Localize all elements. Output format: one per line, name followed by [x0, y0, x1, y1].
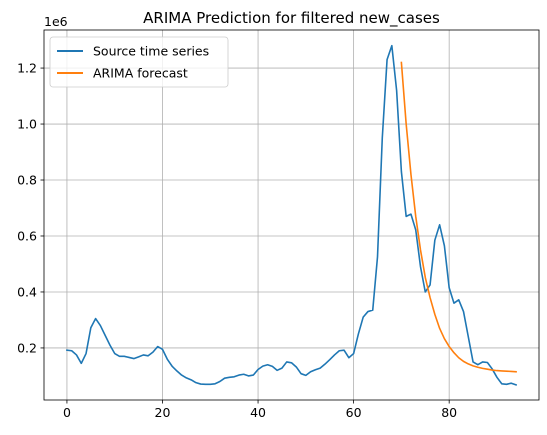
x-tick-label: 40 [250, 405, 266, 420]
x-tick-label: 0 [63, 405, 71, 420]
series-layer [66, 44, 518, 386]
legend-label-source-series: Source time series [93, 44, 209, 59]
y-tick-label: 0.6 [17, 228, 37, 243]
x-tick-label: 60 [346, 405, 362, 420]
legend-box [49, 36, 229, 88]
chart-title: ARIMA Prediction for filtered new_cases [143, 9, 440, 28]
axes-frame [43, 29, 540, 401]
series-line-source [66, 44, 518, 386]
y-tick-label: 0.4 [17, 284, 37, 299]
y-tick-label: 0.2 [17, 340, 37, 355]
x-tick-label: 80 [441, 405, 457, 420]
series-line-arima-forecast [400, 61, 517, 373]
x-tick-label: 20 [155, 405, 171, 420]
y-tick-label: 1.0 [17, 117, 37, 132]
legend: Source time series ARIMA forecast [49, 36, 229, 88]
y-tick-label: 1.2 [17, 61, 37, 76]
legend-label-arima-forecast: ARIMA forecast [93, 66, 188, 81]
y-offset-text: 1e6 [44, 14, 68, 29]
tick-layer: 0 20 40 60 80 0.2 0.4 0.6 0.8 1.0 1.2 [17, 61, 457, 420]
y-tick-label: 0.8 [17, 173, 37, 188]
